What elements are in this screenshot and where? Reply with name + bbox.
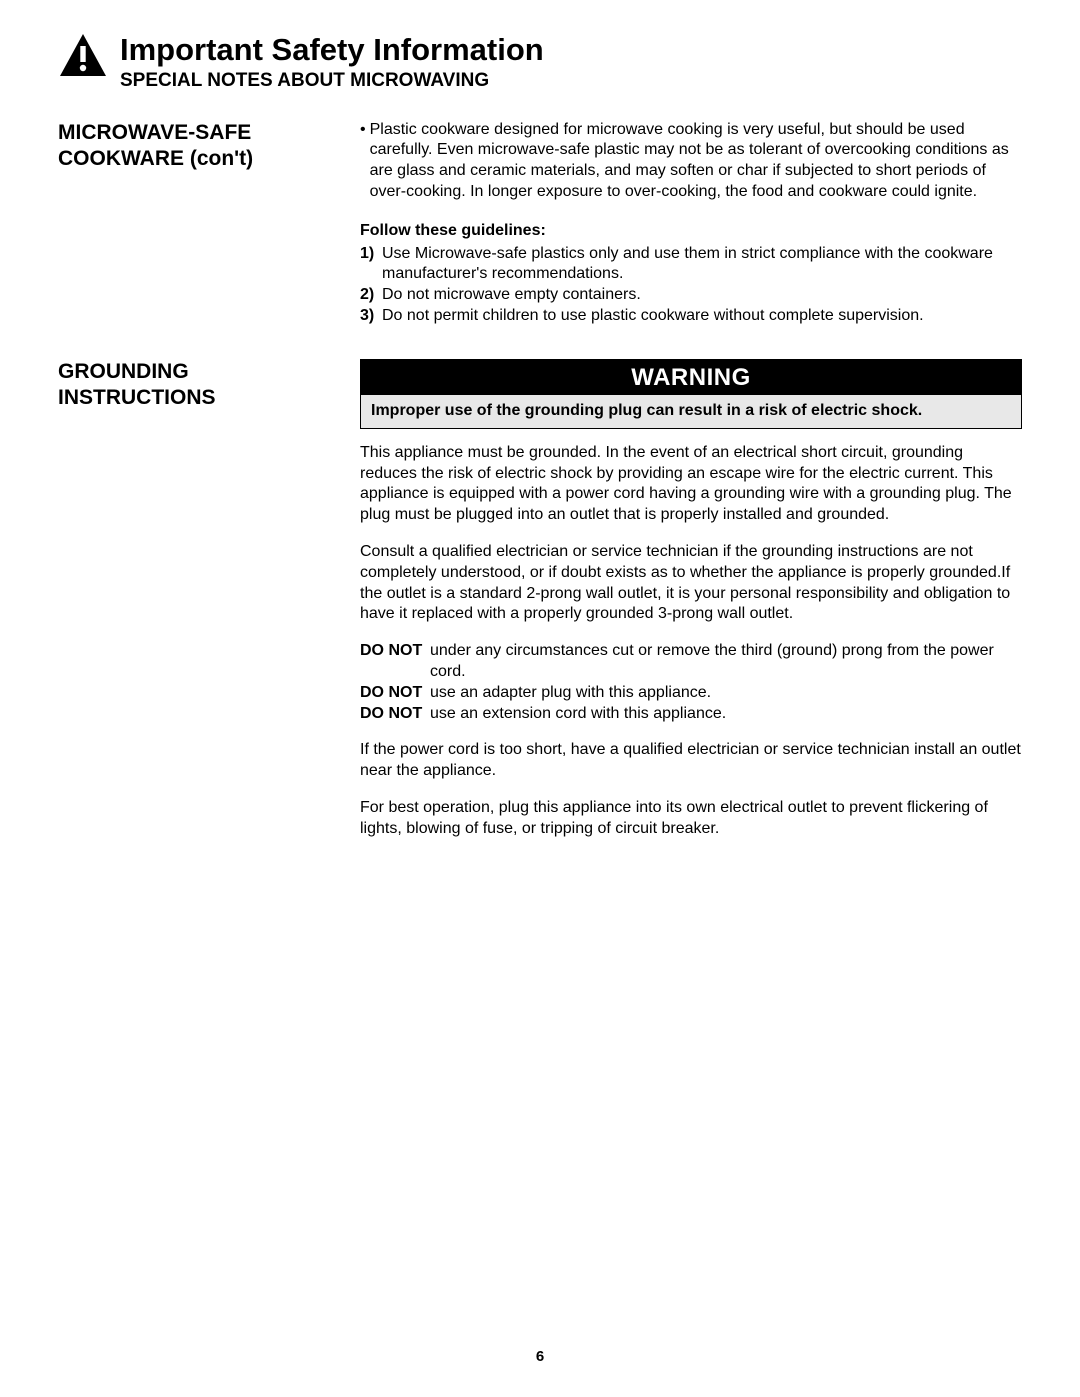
page-title: Important Safety Information <box>120 32 544 68</box>
warning-triangle-icon <box>58 32 108 78</box>
donot-label: DO NOT <box>360 683 430 704</box>
page-subtitle: SPECIAL NOTES ABOUT MICROWAVING <box>120 70 544 92</box>
donot-item: DO NOT under any circumstances cut or re… <box>360 641 1022 683</box>
page-number: 6 <box>0 1348 1080 1365</box>
page-header: Important Safety Information SPECIAL NOT… <box>58 32 1022 92</box>
guideline-number: 2) <box>360 285 382 306</box>
donot-text: under any circumstances cut or remove th… <box>430 641 1022 683</box>
guideline-text: Do not microwave empty containers. <box>382 285 1022 306</box>
warning-callout-body: Improper use of the grounding plug can r… <box>361 395 1021 428</box>
guidelines-heading: Follow these guidelines: <box>360 221 1022 242</box>
warning-callout: WARNING Improper use of the grounding pl… <box>360 359 1022 429</box>
bullet-item: • Plastic cookware designed for microwav… <box>360 120 1022 203</box>
bullet-text: Plastic cookware designed for microwave … <box>370 120 1022 203</box>
section-body: • Plastic cookware designed for microwav… <box>360 120 1022 327</box>
bullet-mark-icon: • <box>360 120 366 203</box>
section-label-line: GROUNDING <box>58 360 189 383</box>
section-label-line: MICROWAVE-SAFE <box>58 121 251 144</box>
donot-block: DO NOT under any circumstances cut or re… <box>360 641 1022 724</box>
donot-text: use an adapter plug with this appliance. <box>430 683 1022 704</box>
donot-item: DO NOT use an adapter plug with this app… <box>360 683 1022 704</box>
guideline-number: 1) <box>360 244 382 286</box>
section-label: MICROWAVE-SAFE COOKWARE (con't) <box>58 120 360 173</box>
donot-item: DO NOT use an extension cord with this a… <box>360 704 1022 725</box>
paragraph: If the power cord is too short, have a q… <box>360 740 1022 782</box>
page-container: Important Safety Information SPECIAL NOT… <box>0 0 1080 856</box>
section-label-line: COOKWARE (con't) <box>58 147 253 170</box>
paragraph: Consult a qualified electrician or servi… <box>360 542 1022 625</box>
section-label: GROUNDING INSTRUCTIONS <box>58 359 360 412</box>
guideline-item: 3) Do not permit children to use plastic… <box>360 306 1022 327</box>
guideline-number: 3) <box>360 306 382 327</box>
paragraph: For best operation, plug this appliance … <box>360 798 1022 840</box>
paragraph: This appliance must be grounded. In the … <box>360 443 1022 526</box>
section-label-line: INSTRUCTIONS <box>58 386 216 409</box>
content-area: MICROWAVE-SAFE COOKWARE (con't) • Plasti… <box>58 120 1022 856</box>
guideline-text: Use Microwave-safe plastics only and use… <box>382 244 1022 286</box>
warning-callout-header: WARNING <box>361 360 1021 395</box>
donot-text: use an extension cord with this applianc… <box>430 704 1022 725</box>
guideline-item: 2) Do not microwave empty containers. <box>360 285 1022 306</box>
donot-label: DO NOT <box>360 641 430 683</box>
guideline-text: Do not permit children to use plastic co… <box>382 306 1022 327</box>
section-microwave-safe-cookware: MICROWAVE-SAFE COOKWARE (con't) • Plasti… <box>58 120 1022 327</box>
section-body: WARNING Improper use of the grounding pl… <box>360 359 1022 856</box>
donot-label: DO NOT <box>360 704 430 725</box>
section-grounding-instructions: GROUNDING INSTRUCTIONS WARNING Improper … <box>58 359 1022 856</box>
header-text-block: Important Safety Information SPECIAL NOT… <box>120 32 544 92</box>
guideline-item: 1) Use Microwave-safe plastics only and … <box>360 244 1022 286</box>
